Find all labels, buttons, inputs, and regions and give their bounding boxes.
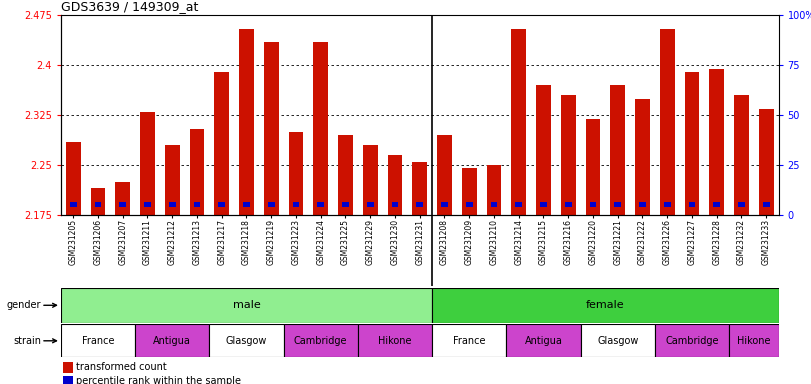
Text: strain: strain [13,336,41,346]
Text: Antigua: Antigua [153,336,191,346]
Bar [432,324,506,357]
Bar [684,72,699,215]
Bar [214,72,230,215]
Bar [284,324,358,357]
Bar [759,109,774,215]
Text: female: female [586,300,624,310]
Bar [564,202,572,207]
Bar [654,324,729,357]
Bar [560,95,576,215]
Bar [293,202,299,207]
Bar [536,85,551,215]
Bar [392,202,398,207]
Bar [63,362,73,373]
Bar [264,42,279,215]
Bar [635,99,650,215]
Bar [169,202,175,207]
Bar [540,202,547,207]
Bar [437,135,452,215]
Bar [289,132,303,215]
Bar [506,324,581,357]
Text: GDS3639 / 149309_at: GDS3639 / 149309_at [61,0,198,13]
Text: Antigua: Antigua [525,336,562,346]
Bar [412,162,427,215]
Bar [338,135,353,215]
Text: Glasgow: Glasgow [597,336,638,346]
Bar [729,324,779,357]
Bar [590,202,596,207]
Bar [190,129,204,215]
Text: Cambridge: Cambridge [665,336,719,346]
Bar [144,202,151,207]
Bar [209,324,284,357]
Text: Glasgow: Glasgow [225,336,267,346]
Bar [313,42,328,215]
Bar [639,202,646,207]
Bar [268,202,275,207]
Bar [515,202,522,207]
Text: France: France [82,336,114,346]
Bar [714,202,720,207]
Bar [363,145,378,215]
Text: percentile rank within the sample: percentile rank within the sample [75,376,241,384]
Bar [664,202,671,207]
Bar [615,202,621,207]
Bar [194,202,200,207]
Bar [491,202,497,207]
Bar [689,202,695,207]
Bar [61,324,135,357]
Bar [342,202,349,207]
Bar [734,95,749,215]
Bar [511,29,526,215]
Bar [239,29,254,215]
Text: transformed count: transformed count [75,362,166,372]
Bar [218,202,225,207]
Bar [487,165,501,215]
Bar [432,288,779,323]
Bar [660,29,675,215]
Bar [317,202,324,207]
Bar [581,324,654,357]
Text: Hikone: Hikone [737,336,770,346]
Bar [66,142,80,215]
Bar [165,145,179,215]
Bar [115,182,130,215]
Bar [70,202,76,207]
Bar [243,202,250,207]
Text: male: male [233,300,260,310]
Bar [466,202,473,207]
Bar [441,202,448,207]
Bar [610,85,625,215]
Bar [63,376,73,384]
Bar [461,169,477,215]
Bar [763,202,770,207]
Bar [140,112,155,215]
Bar [738,202,744,207]
Bar [95,202,101,207]
Text: gender: gender [6,300,41,310]
Bar [135,324,209,357]
Bar [367,202,374,207]
Bar [61,288,432,323]
Bar [91,189,105,215]
Bar [119,202,126,207]
Bar [388,155,402,215]
Bar [710,69,724,215]
Bar [586,119,600,215]
Text: France: France [453,336,486,346]
Bar [416,202,423,207]
Text: Cambridge: Cambridge [294,336,347,346]
Text: Hikone: Hikone [378,336,412,346]
Bar [358,324,432,357]
